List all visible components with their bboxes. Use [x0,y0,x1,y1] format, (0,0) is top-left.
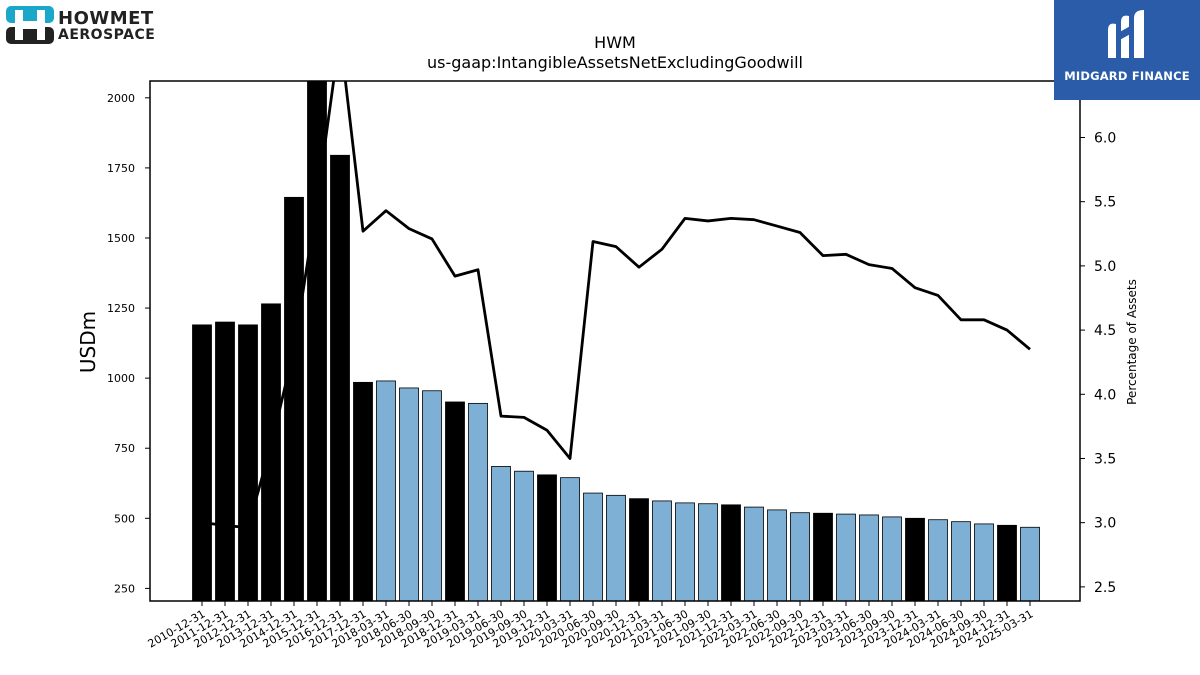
howmet-logo: HOWMET AEROSPACE [6,6,176,46]
bar-2020-03-31 [560,477,580,601]
bar-2016-12-31 [330,154,350,601]
bar-2025-03-31 [1020,526,1040,601]
bar-2020-09-30 [606,494,626,601]
howmet-h-logo-icon [6,6,54,44]
bar-2023-12-31 [905,517,925,601]
chart-title: HWM [594,33,636,52]
bar-2024-03-31 [928,519,948,601]
bar-2022-12-31 [813,512,833,601]
y2-tick-label: 3.5 [1094,451,1116,467]
bar-2022-06-30 [767,509,787,601]
line-group [201,81,1031,530]
bar-2023-09-30 [882,516,902,601]
brand-name: HOWMET [58,8,154,29]
bar-2019-06-30 [491,466,511,601]
bar-2024-12-31 [997,524,1017,601]
bar-2019-03-31 [468,402,488,601]
bar-2022-03-31 [744,506,764,601]
bar-2024-09-30 [974,523,994,601]
y-tick-label: 250 [114,582,135,595]
y2-tick-label: 5.0 [1094,259,1116,275]
bar-2011-12-31 [215,321,235,601]
y2-tick-label: 2.5 [1094,580,1116,596]
chart-subtitle: us-gaap:IntangibleAssetsNetExcludingGood… [427,53,803,72]
midgard-logo: MIDGARD FINANCE [1054,0,1200,100]
plot-frame [149,80,1081,602]
y-tick-label: 2000 [107,92,135,105]
bar-2021-12-31 [721,504,741,601]
bar-2019-12-31 [537,474,557,601]
bar-2023-06-30 [859,514,879,601]
y-tick-label: 750 [114,442,135,455]
axes-group: 250 500 750 1000 1250 1500 1750 2000 2.5 3.0 3.5 4.… [107,80,1116,651]
y-tick-label: 1000 [107,372,135,385]
bar-2018-12-31 [445,401,465,601]
y-tick-label: 1750 [107,162,135,175]
bar-2020-12-31 [629,498,649,601]
y2-tick-label: 4.5 [1094,323,1116,339]
midgard-brand-name: MIDGARD FINANCE [1064,69,1190,83]
y-tick-label: 1500 [107,232,135,245]
bar-2022-09-30 [790,512,810,601]
percentage-line [201,81,1031,530]
y2-tick-label: 3.0 [1094,516,1116,532]
bar-2024-06-30 [951,521,971,601]
y-axis-label: USDm [76,311,100,373]
midgard-m-logo-icon [1108,10,1144,59]
bar-2021-09-30 [698,503,718,601]
bar-2010-12-31 [192,324,212,601]
brand-subname: AEROSPACE [58,27,156,43]
y-tick-label: 500 [114,512,135,525]
bar-2013-12-31 [261,303,281,601]
y-tick-label: 1250 [107,302,135,315]
bar-2019-09-30 [514,470,534,601]
bar-2021-03-31 [652,500,672,601]
bar-2018-03-31 [376,380,396,601]
y2-tick-label: 4.0 [1094,387,1116,403]
bar-2014-12-31 [284,196,304,601]
bar-2017-12-31 [353,381,373,601]
bar-2020-06-30 [583,492,603,601]
bar-2023-03-31 [836,513,856,601]
bar-2018-09-30 [422,390,442,601]
bars-group [192,81,1040,601]
bar-2012-12-31 [238,324,258,601]
bar-2021-06-30 [675,502,695,601]
y2-tick-label: 5.5 [1094,195,1116,211]
y2-tick-label: 6.0 [1094,130,1116,146]
bar-2018-06-30 [399,387,419,601]
y2-axis-label: Percentage of Assets [1125,279,1139,405]
